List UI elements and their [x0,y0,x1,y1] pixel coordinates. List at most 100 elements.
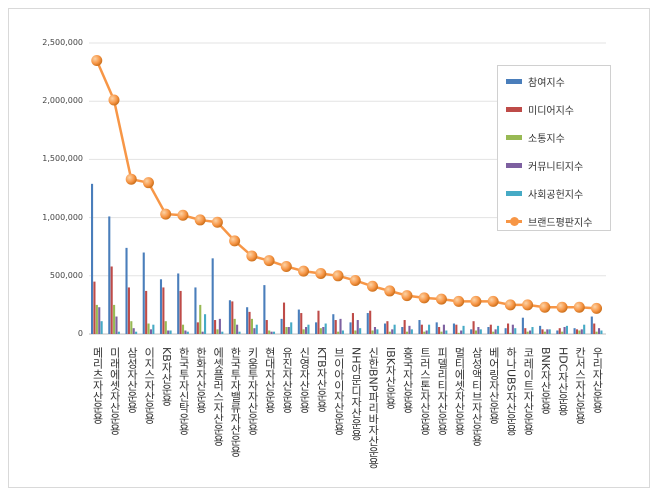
x-tick-label: 트러스톤자산운용 [418,347,432,435]
bar-4-24 [514,328,517,334]
bar-2-28 [578,330,581,334]
legend-line-marker-icon [506,217,522,226]
bar-3-13 [322,327,325,334]
bar-1-22 [472,321,475,334]
bar-0-14 [332,314,335,334]
x-tick-label: 베어링자산운용 [487,347,501,424]
bar-4-14 [341,330,344,334]
bar-4-26 [548,329,551,334]
bar-1-11 [282,302,286,334]
bar-1-19 [420,324,423,334]
bar-2-26 [543,331,546,334]
bar-4-0 [100,321,103,334]
bar-2-25 [526,331,529,334]
bar-1-21 [455,324,458,334]
bar-1-14 [334,320,337,334]
x-tick-label: 신한BNP파리바자산운용 [366,347,380,469]
bar-0-11 [280,318,283,334]
x-tick-label: 현대자산운용 [263,347,277,413]
bar-2-10 [268,330,271,334]
legend-item: 커뮤니티지수 [506,158,583,173]
legend-swatch-icon [506,79,522,84]
line-point-6 [194,214,206,226]
line-point-18 [401,290,413,302]
line-point-19 [418,292,430,304]
legend: 참여지수 미디어지수 소통지수 커뮤니티지수 사회공헌지수 브랜드평판지수 [497,65,611,231]
x-tick-label: 칸서스자산운용 [573,347,587,424]
bar-4-15 [359,328,362,334]
bar-3-12 [305,327,308,334]
bar-2-20 [440,331,443,334]
bar-1-24 [507,323,510,334]
legend-swatch-icon [506,107,522,112]
bar-4-9 [255,324,258,334]
bar-1-6 [196,322,199,334]
bar-1-1 [110,266,113,334]
bar-3-19 [425,330,428,334]
bar-0-10 [263,285,266,334]
y-tick-label: 2,000,000 [42,96,83,106]
bar-0-6 [194,287,197,334]
bar-4-29 [600,330,603,334]
y-tick-label: 0 [77,329,83,338]
bar-0-22 [470,329,473,334]
bar-1-4 [162,287,165,334]
bar-3-26 [546,329,549,334]
line-point-17 [384,285,396,297]
bar-4-16 [376,329,379,334]
bar-2-8 [233,318,236,334]
bar-2-16 [371,330,374,334]
bar-0-0 [91,183,94,334]
x-tick-label: 메리츠자산운용 [91,347,104,424]
legend-label: 커뮤니티지수 [528,162,584,173]
bar-2-17 [388,331,391,334]
bar-0-24 [504,328,507,334]
bar-0-16 [366,313,369,334]
bar-4-27 [565,325,568,334]
x-tick-label: NH아문디자산운용 [349,347,363,441]
bar-1-16 [369,310,372,334]
bar-2-27 [561,331,564,334]
line-point-11 [280,260,292,272]
bar-2-6 [199,304,202,334]
chart-frame: 0 500,000 1,000,000 1,500,000 2,000,000 2,500… [8,8,650,488]
x-tick-label: 한국투자밸류자산운용 [228,347,242,457]
bar-4-25 [531,327,534,334]
bar-0-21 [452,323,455,334]
line-point-5 [177,209,189,221]
y-tick-label: 1,500,000 [42,154,83,164]
bar-1-10 [265,320,268,334]
bar-3-7 [218,318,221,334]
bar-0-18 [401,327,404,334]
bar-3-6 [201,331,204,334]
bar-0-26 [539,325,542,334]
bar-4-7 [221,331,224,334]
bar-3-17 [391,329,394,334]
bar-3-10 [270,331,273,334]
line-point-26 [539,301,551,313]
bar-2-18 [406,331,409,334]
bar-4-4 [169,330,172,334]
bar-0-9 [246,307,249,334]
bar-1-25 [524,328,527,334]
bar-4-1 [117,331,120,334]
bar-3-18 [408,325,411,334]
legend-item: 참여지수 [506,74,565,89]
bar-3-22 [477,327,480,334]
bar-2-11 [285,327,288,334]
legend-item: 미디어지수 [506,102,574,117]
bar-2-0 [95,304,98,334]
line-point-22 [470,295,482,307]
line-point-14 [332,270,344,282]
bar-1-15 [351,313,354,334]
bar-4-5 [186,331,189,334]
x-tick-label: 피델리티자산운용 [435,347,449,435]
line-point-2 [125,173,137,185]
line-point-20 [435,293,447,305]
legend-label: 브랜드평판지수 [528,218,593,229]
bar-2-24 [509,332,512,334]
bar-3-3 [149,329,152,334]
bar-3-21 [460,330,463,334]
legend-item: 브랜드평판지수 [506,214,592,229]
bar-4-12 [307,324,310,334]
